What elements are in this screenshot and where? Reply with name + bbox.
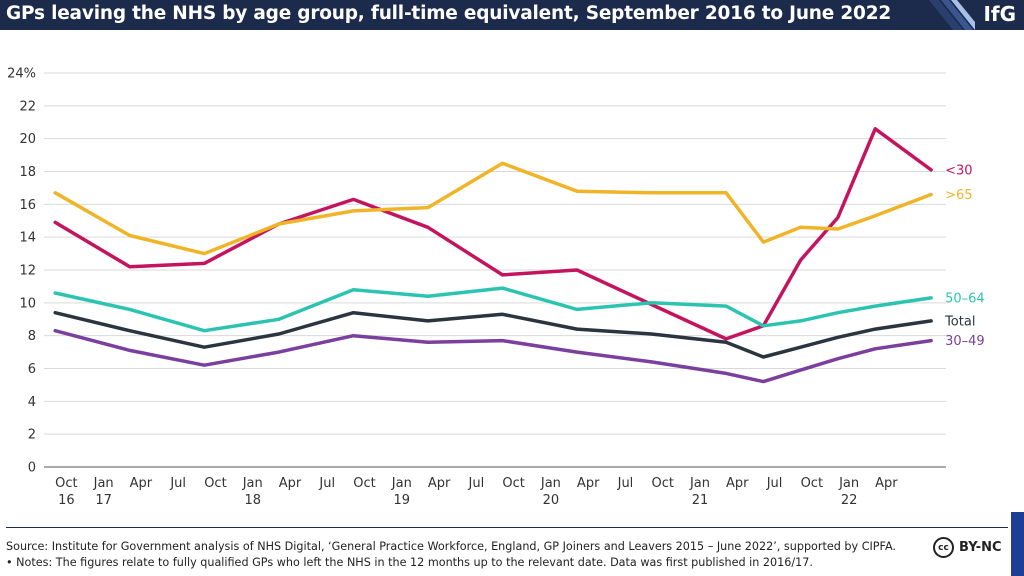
x-tick-label: Oct: [55, 476, 77, 491]
x-tick-label: Apr: [577, 476, 600, 491]
y-tick-label: 12: [19, 264, 36, 279]
x-tick-label: Apr: [875, 476, 898, 491]
x-tick-label: Oct: [801, 476, 823, 491]
x-tick-label: Oct: [204, 476, 226, 491]
x-tick-label: Jan: [540, 476, 561, 491]
side-tab[interactable]: [1011, 512, 1024, 576]
license-badge[interactable]: cc BY-NC: [933, 537, 1002, 558]
cc-icon: cc: [933, 537, 954, 558]
y-tick-label: 20: [19, 132, 36, 147]
x-tick-label: Jul: [617, 476, 634, 491]
x-tick-label: Apr: [726, 476, 749, 491]
y-tick-label: 2: [28, 428, 36, 443]
series-labels: <30 >65 50–64 Total 30–49: [944, 163, 985, 349]
x-axis: Oct 16 Jan 17 Apr Jul Oct Jan 18 Apr Jul Oct Jan 19 Ap…: [55, 476, 898, 508]
x-tick-year: 16: [58, 493, 75, 508]
y-tick-label: 22: [19, 99, 36, 114]
header-bar: GPs leaving the NHS by age group, full-t…: [0, 0, 1024, 30]
x-tick-label: Apr: [428, 476, 451, 491]
x-tick-year: 21: [692, 493, 709, 508]
source-note: Source: Institute for Government analysi…: [6, 540, 896, 553]
y-tick-label: 14: [19, 231, 36, 246]
x-tick-label: Apr: [130, 476, 153, 491]
series-line: [53, 286, 933, 333]
series-label: 30–49: [945, 334, 985, 349]
license-label: BY-NC: [959, 540, 1002, 555]
chart-title: GPs leaving the NHS by age group, full-t…: [6, 3, 892, 24]
x-tick-label: Jul: [318, 476, 335, 491]
y-tick-label: 10: [19, 296, 36, 311]
x-tick-label: Oct: [651, 476, 673, 491]
ifg-logo: IfG: [983, 2, 1016, 26]
x-tick-label: Jan: [93, 476, 114, 491]
series-label: <30: [945, 163, 972, 178]
x-tick-label: Jan: [689, 476, 710, 491]
series-line: [53, 161, 933, 256]
y-tick-label: 4: [28, 395, 36, 410]
x-tick-year: 22: [841, 493, 858, 508]
x-tick-year: 19: [394, 493, 411, 508]
x-tick-label: Oct: [353, 476, 375, 491]
series-label: >65: [945, 188, 972, 203]
series-line: [53, 127, 933, 341]
x-tick-year: 17: [95, 493, 112, 508]
x-tick-label: Jan: [242, 476, 263, 491]
x-tick-label: Jan: [391, 476, 412, 491]
x-tick-year: 20: [543, 493, 560, 508]
footer-divider: [6, 527, 1008, 528]
series: [53, 127, 933, 384]
notes: • Notes: The figures relate to fully qua…: [6, 556, 813, 569]
y-tick-label: 16: [19, 198, 36, 213]
y-tick-label: 24%: [7, 67, 36, 82]
x-tick-year: 18: [244, 493, 261, 508]
series-label: 50–64: [945, 291, 985, 306]
x-tick-label: Apr: [279, 476, 302, 491]
series-line: [53, 328, 933, 384]
y-tick-label: 18: [19, 165, 36, 180]
series-label: Total: [944, 314, 975, 329]
x-tick-label: Jul: [766, 476, 783, 491]
y-axis: 0 2 4 6 8 10 12 14 16 18 20 22 24%: [7, 67, 36, 476]
x-tick-label: Jul: [468, 476, 485, 491]
x-tick-label: Oct: [502, 476, 524, 491]
x-tick-label: Jan: [838, 476, 859, 491]
x-tick-label: Jul: [169, 476, 186, 491]
series-line: [53, 310, 933, 359]
y-tick-label: 0: [28, 461, 36, 476]
y-tick-label: 8: [28, 329, 36, 344]
grid: [44, 72, 946, 468]
y-tick-label: 6: [28, 362, 36, 377]
brand-stripes-icon: [929, 0, 975, 30]
